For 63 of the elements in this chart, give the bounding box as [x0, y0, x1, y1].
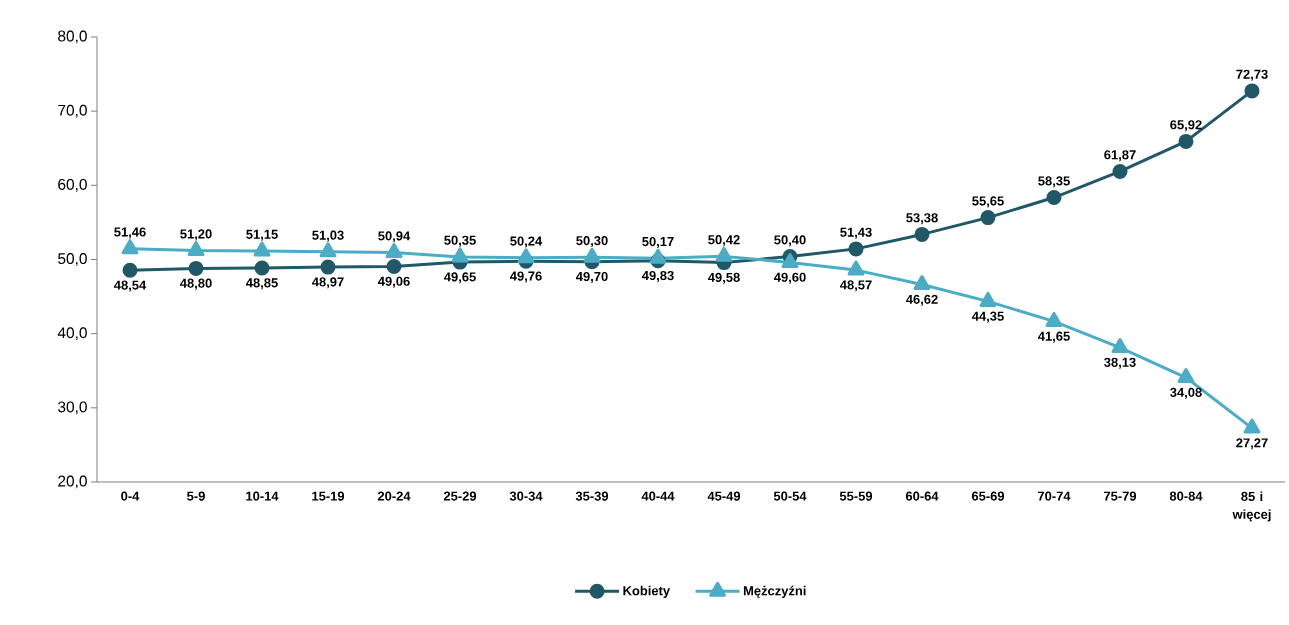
data-label: 48,80	[180, 278, 212, 290]
x-tick-label: 35-39	[575, 491, 609, 501]
x-tick-label: 0-4	[121, 491, 140, 501]
data-label: 27,27	[1236, 438, 1268, 450]
data-label: 48,54	[114, 280, 147, 292]
data-label: 49,60	[773, 272, 806, 284]
data-label: 34,08	[1170, 387, 1202, 399]
x-tick-label: 10-14	[246, 491, 279, 501]
data-label: 44,35	[971, 311, 1004, 323]
data-label: 49,58	[708, 272, 740, 284]
data-label: 51,20	[180, 229, 212, 241]
x-tick-label: 60-64	[905, 491, 939, 501]
x-tick-label: 55-59	[839, 491, 873, 501]
y-tick-label: 50,0	[58, 253, 87, 266]
y-tick-label: 30,0	[58, 401, 87, 415]
data-label: 38,13	[1104, 357, 1136, 369]
data-label: 50,30	[576, 236, 608, 248]
data-label: 49,70	[576, 271, 608, 283]
x-tick-label: 65-69	[971, 491, 1005, 501]
x-tick-label: 20-24	[377, 491, 411, 501]
data-label: 48,85	[246, 278, 278, 290]
data-label: 50,35	[444, 235, 476, 247]
x-tick-label: 45-49	[707, 491, 741, 501]
data-label: 49,76	[510, 271, 542, 283]
data-label: 61,87	[1104, 150, 1136, 162]
data-label: 50,24	[510, 236, 543, 248]
data-label: 51,15	[246, 229, 278, 241]
data-label: 72,73	[1236, 69, 1268, 81]
data-label: 50,94	[378, 231, 411, 243]
x-tick-label: 85 i więcej	[1232, 491, 1271, 522]
y-tick-label: 60,0	[58, 178, 87, 192]
x-tick-label: 80-84	[1169, 491, 1203, 501]
data-label: 51,43	[840, 227, 872, 239]
data-label: 53,38	[906, 213, 938, 225]
x-tick-label: 15-19	[312, 491, 345, 501]
y-tick-label: 80,0	[58, 30, 87, 44]
data-label: 49,06	[378, 276, 410, 288]
x-tick-label: 40-44	[641, 491, 675, 501]
data-label: 65,92	[1170, 120, 1202, 132]
legend-label: Mężczyźni	[743, 585, 806, 598]
data-label: 51,46	[114, 227, 146, 239]
x-tick-label: 70-74	[1037, 491, 1071, 501]
data-label: 51,03	[312, 230, 344, 242]
x-tick-label: 5-9	[187, 491, 205, 501]
data-label: 55,65	[972, 196, 1004, 208]
data-label: 50,17	[642, 236, 674, 249]
data-label: 46,62	[905, 294, 938, 306]
y-tick-label: 20,0	[58, 475, 87, 489]
data-label: 50,42	[708, 235, 740, 247]
data-label: 58,35	[1038, 176, 1070, 188]
y-tick-label: 70,0	[58, 104, 87, 118]
x-tick-label: 50-54	[773, 491, 807, 501]
data-label: 50,40	[774, 235, 806, 247]
x-tick-label: 25-29	[443, 491, 477, 501]
x-tick-label: 75-79	[1103, 491, 1137, 501]
data-label: 49,83	[642, 270, 674, 282]
data-label: 48,57	[839, 280, 872, 292]
y-tick-label: 40,0	[57, 327, 87, 341]
data-label: 41,65	[1037, 331, 1070, 343]
x-tick-label: 30-34	[509, 491, 543, 501]
data-label: 49,65	[444, 272, 476, 284]
data-label: 48,97	[312, 277, 344, 289]
legend-label: Kobiety	[623, 585, 671, 598]
